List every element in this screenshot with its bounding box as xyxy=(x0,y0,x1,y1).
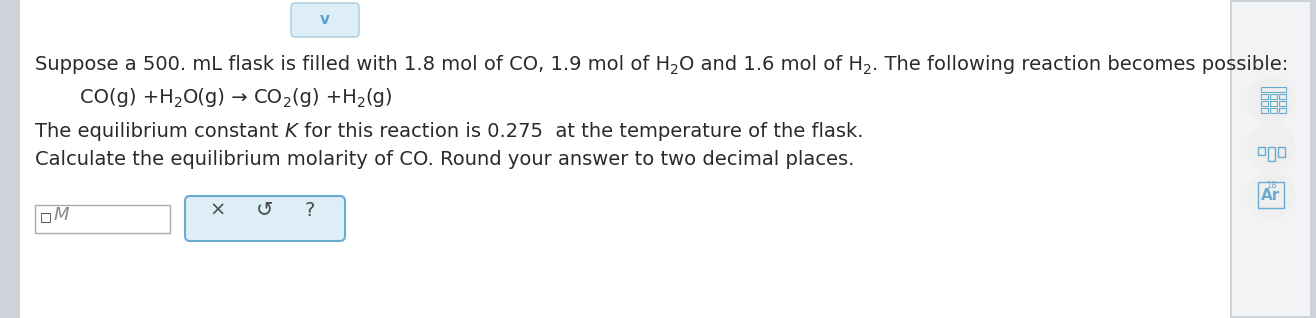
Text: K: K xyxy=(284,122,297,141)
FancyBboxPatch shape xyxy=(1230,0,1316,318)
Text: 2: 2 xyxy=(670,63,679,77)
Text: for this reaction is 0.275  at the temperature of the flask.: for this reaction is 0.275 at the temper… xyxy=(297,122,863,141)
Text: O(g): O(g) xyxy=(183,88,225,107)
Text: CO(g) +H: CO(g) +H xyxy=(80,88,174,107)
Circle shape xyxy=(1248,123,1295,171)
FancyBboxPatch shape xyxy=(36,205,170,233)
Text: 2: 2 xyxy=(283,96,292,110)
FancyBboxPatch shape xyxy=(186,196,345,241)
Circle shape xyxy=(1248,171,1295,219)
Text: Calculate the equilibrium molarity of CO. Round your answer to two decimal place: Calculate the equilibrium molarity of CO… xyxy=(36,150,854,169)
Text: 2: 2 xyxy=(863,63,871,77)
Circle shape xyxy=(1248,76,1295,124)
Text: M: M xyxy=(54,206,70,224)
Text: ×: × xyxy=(209,201,226,219)
Text: →: → xyxy=(225,88,254,107)
Text: The equilibrium constant: The equilibrium constant xyxy=(36,122,284,141)
Text: ↺: ↺ xyxy=(257,199,274,219)
FancyBboxPatch shape xyxy=(291,3,359,37)
Text: (g): (g) xyxy=(366,88,393,107)
Text: ?: ? xyxy=(305,201,316,219)
Text: Suppose a 500. mL flask is filled with 1.8 mol of CO, 1.9 mol of H: Suppose a 500. mL flask is filled with 1… xyxy=(36,55,670,74)
Text: CO: CO xyxy=(254,88,283,107)
FancyBboxPatch shape xyxy=(0,0,20,318)
Text: Ar: Ar xyxy=(1261,188,1280,203)
Text: □: □ xyxy=(39,210,51,223)
Text: v: v xyxy=(320,12,330,27)
Text: (g) +H: (g) +H xyxy=(292,88,357,107)
Text: O and 1.6 mol of H: O and 1.6 mol of H xyxy=(679,55,863,74)
Text: 18: 18 xyxy=(1266,182,1277,190)
Text: 2: 2 xyxy=(357,96,366,110)
Text: . The following reaction becomes possible:: . The following reaction becomes possibl… xyxy=(871,55,1288,74)
FancyBboxPatch shape xyxy=(1232,2,1309,316)
Text: 2: 2 xyxy=(174,96,183,110)
FancyBboxPatch shape xyxy=(20,0,1230,318)
